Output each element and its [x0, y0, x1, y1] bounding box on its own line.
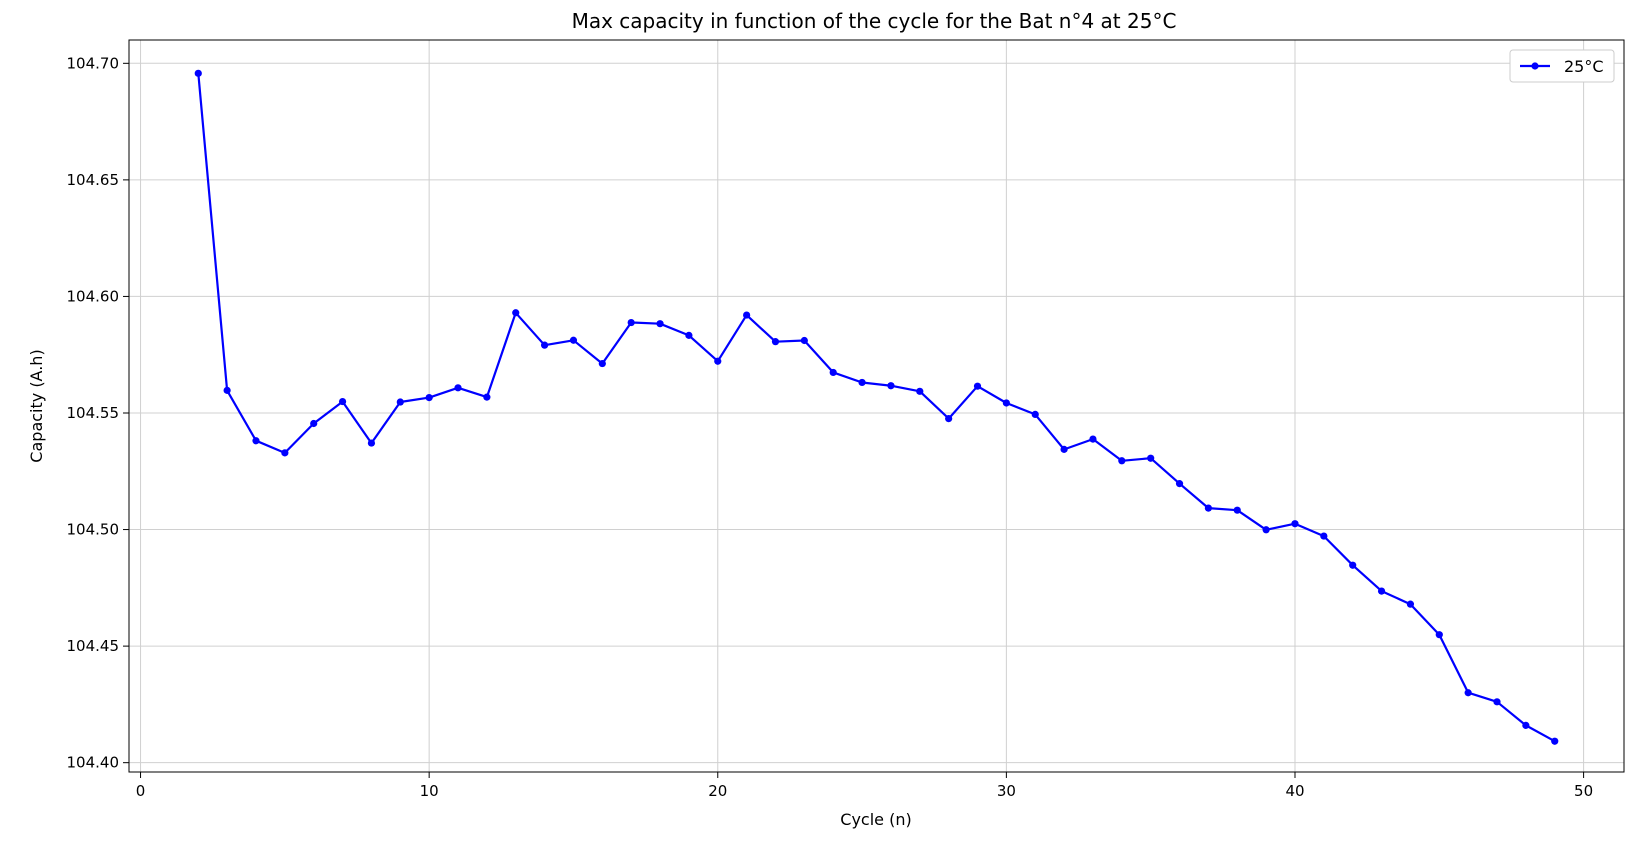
- legend: 25°C: [1509, 49, 1615, 83]
- data-point: [1147, 454, 1155, 462]
- x-tick-label: 0: [136, 782, 146, 800]
- y-tick-label: 104.70: [67, 54, 120, 72]
- x-tick-label: 10: [420, 782, 439, 800]
- data-point: [829, 368, 837, 377]
- data-point: [1118, 457, 1126, 465]
- data-point: [1320, 532, 1328, 540]
- data-point: [887, 382, 895, 390]
- data-point: [512, 309, 520, 317]
- data-point: [569, 336, 578, 344]
- x-axis-label: Cycle (n): [840, 810, 911, 829]
- y-tick-label: 104.45: [67, 637, 120, 655]
- chart-title: Max capacity in function of the cycle fo…: [572, 9, 1177, 33]
- data-point: [223, 386, 231, 394]
- data-point: [1493, 698, 1501, 706]
- data-point: [1551, 737, 1559, 745]
- data-point: [1002, 399, 1010, 407]
- data-point: [425, 394, 433, 402]
- data-point: [1522, 721, 1530, 729]
- y-tick-label: 104.55: [67, 404, 120, 422]
- data-point: [598, 359, 606, 368]
- data-point: [1204, 504, 1213, 512]
- data-point: [916, 387, 924, 395]
- data-point: [1435, 631, 1443, 639]
- grid: [129, 40, 1624, 772]
- data-point: [1089, 435, 1097, 443]
- data-point: [1233, 506, 1241, 514]
- data-point: [1349, 561, 1357, 569]
- data-point: [945, 414, 953, 423]
- y-tick-label: 104.40: [67, 754, 120, 772]
- data-point: [1262, 526, 1270, 534]
- y-tick-label: 104.60: [67, 287, 120, 305]
- data-point: [310, 419, 318, 428]
- data-point: [685, 331, 693, 339]
- data-point: [800, 336, 808, 345]
- data-point: [1377, 587, 1386, 595]
- y-axis-ticks: 104.40 104.45 104.50 104.55 104.60 104.65 104.…: [67, 54, 129, 772]
- legend-marker-icon: [1531, 62, 1539, 70]
- x-axis-ticks: 0 10 20 30 40 50: [136, 772, 1593, 800]
- data-point: [771, 338, 780, 346]
- data-point: [483, 393, 491, 401]
- legend-box: [1509, 49, 1615, 83]
- data-point: [1060, 445, 1068, 453]
- x-tick-label: 30: [997, 782, 1016, 800]
- x-tick-label: 40: [1285, 782, 1304, 800]
- data-point: [743, 311, 751, 319]
- series-layer: [194, 69, 1559, 745]
- y-tick-label: 104.65: [67, 171, 120, 189]
- data-point: [858, 378, 866, 387]
- legend-label: 25°C: [1564, 57, 1604, 76]
- plot-frame: [128, 39, 1625, 773]
- y-axis-label: Capacity (A.h): [27, 349, 46, 462]
- x-tick-label: 50: [1574, 782, 1593, 800]
- data-point: [714, 357, 722, 365]
- data-point: [1291, 520, 1299, 528]
- data-point: [252, 437, 260, 445]
- x-tick-label: 20: [708, 782, 727, 800]
- data-point: [1406, 600, 1415, 608]
- data-point: [1464, 689, 1472, 697]
- data-point: [627, 318, 635, 327]
- y-tick-label: 104.50: [67, 521, 120, 539]
- series-line: [197, 73, 1556, 743]
- data-point: [454, 384, 462, 392]
- data-point: [973, 382, 982, 390]
- data-point: [338, 397, 347, 406]
- data-point: [396, 398, 404, 406]
- data-point: [540, 341, 549, 349]
- data-point: [1031, 410, 1039, 418]
- data-point: [281, 449, 289, 457]
- data-point: [367, 439, 376, 447]
- data-point: [194, 69, 202, 77]
- data-point: [1175, 480, 1184, 488]
- data-point: [656, 320, 664, 328]
